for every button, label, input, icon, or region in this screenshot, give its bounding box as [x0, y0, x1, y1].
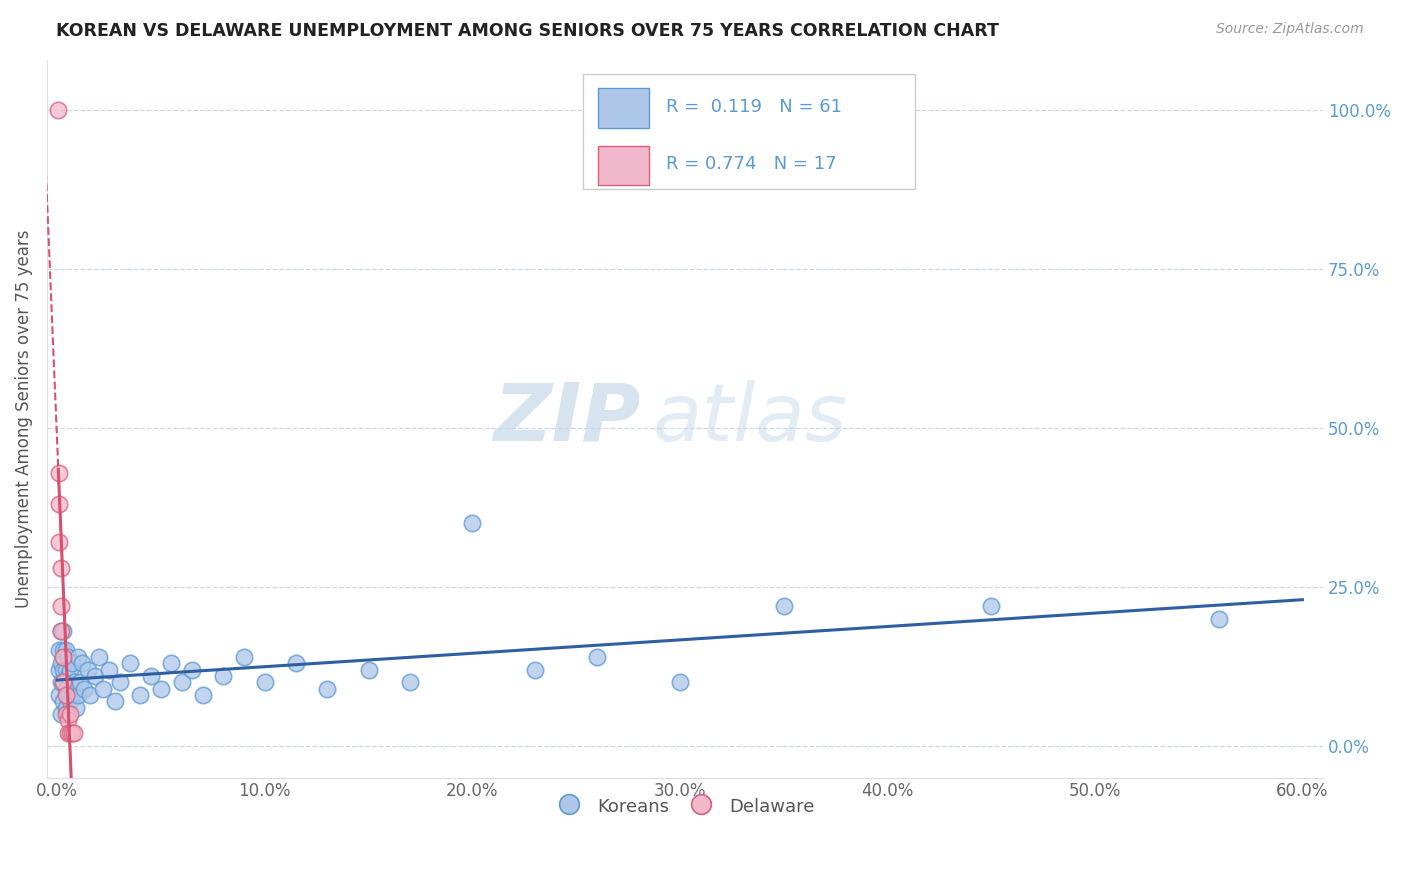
Point — [233, 649, 256, 664]
Point — [59, 706, 82, 721]
Point — [48, 643, 70, 657]
Text: Source: ZipAtlas.com: Source: ZipAtlas.com — [1216, 22, 1364, 37]
Point — [191, 688, 214, 702]
Point — [46, 103, 69, 118]
Point — [108, 675, 131, 690]
Point — [772, 599, 794, 613]
Point — [52, 663, 75, 677]
Point — [52, 649, 75, 664]
Point — [98, 663, 121, 677]
FancyBboxPatch shape — [583, 74, 915, 189]
Text: atlas: atlas — [654, 380, 848, 458]
Point — [59, 663, 82, 677]
Point — [104, 694, 127, 708]
Point — [51, 706, 73, 721]
Point — [56, 714, 79, 728]
Legend: Koreans, Delaware: Koreans, Delaware — [547, 786, 824, 826]
Point — [65, 700, 87, 714]
Point — [585, 649, 607, 664]
Point — [461, 516, 484, 531]
Point — [51, 561, 73, 575]
Point — [55, 706, 77, 721]
Point — [51, 624, 73, 639]
Point — [52, 675, 75, 690]
Point — [51, 656, 73, 670]
FancyBboxPatch shape — [598, 145, 650, 186]
Point — [77, 663, 100, 677]
Point — [63, 675, 86, 690]
Text: KOREAN VS DELAWARE UNEMPLOYMENT AMONG SENIORS OVER 75 YEARS CORRELATION CHART: KOREAN VS DELAWARE UNEMPLOYMENT AMONG SE… — [56, 22, 1000, 40]
Point — [83, 669, 105, 683]
Point — [79, 688, 101, 702]
Point — [55, 681, 77, 696]
Point — [52, 694, 75, 708]
Text: ZIP: ZIP — [494, 380, 640, 458]
Point — [56, 688, 79, 702]
Point — [980, 599, 1002, 613]
Point — [56, 669, 79, 683]
Point — [1208, 612, 1230, 626]
Point — [52, 675, 75, 690]
Point — [55, 688, 77, 702]
Point — [59, 726, 82, 740]
Point — [66, 649, 89, 664]
Point — [129, 688, 152, 702]
Text: R =  0.119   N = 61: R = 0.119 N = 61 — [666, 98, 842, 116]
Point — [181, 663, 204, 677]
Point — [48, 688, 70, 702]
Point — [316, 681, 339, 696]
Y-axis label: Unemployment Among Seniors over 75 years: Unemployment Among Seniors over 75 years — [15, 229, 32, 607]
Point — [51, 599, 73, 613]
Point — [523, 663, 546, 677]
Point — [52, 643, 75, 657]
Point — [139, 669, 162, 683]
Point — [160, 656, 183, 670]
Point — [56, 726, 79, 740]
Point — [73, 681, 96, 696]
Point — [48, 663, 70, 677]
Point — [399, 675, 422, 690]
Point — [66, 688, 89, 702]
Point — [669, 675, 692, 690]
Point — [55, 700, 77, 714]
Text: R = 0.774   N = 17: R = 0.774 N = 17 — [666, 155, 837, 173]
Point — [59, 694, 82, 708]
Point — [150, 681, 173, 696]
Point — [56, 649, 79, 664]
Point — [51, 675, 73, 690]
Point — [52, 624, 75, 639]
Point — [70, 656, 93, 670]
Point — [60, 656, 83, 670]
Point — [55, 643, 77, 657]
Point — [357, 663, 380, 677]
Point — [56, 706, 79, 721]
Point — [87, 649, 110, 664]
Point — [60, 688, 83, 702]
Point — [118, 656, 141, 670]
Point — [63, 726, 86, 740]
FancyBboxPatch shape — [598, 88, 650, 128]
Point — [48, 535, 70, 549]
Point — [55, 663, 77, 677]
Point — [60, 726, 83, 740]
Point — [91, 681, 114, 696]
Point — [48, 466, 70, 480]
Point — [212, 669, 235, 683]
Point — [170, 675, 193, 690]
Point — [51, 624, 73, 639]
Point — [48, 497, 70, 511]
Point — [69, 675, 91, 690]
Point — [253, 675, 276, 690]
Point — [284, 656, 307, 670]
